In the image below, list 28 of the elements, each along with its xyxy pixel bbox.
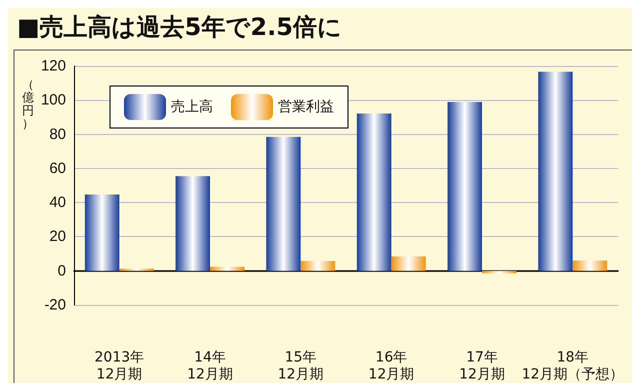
y-tick-label: 100 [40, 92, 66, 109]
x-tick-label: 2013年 12月期 [94, 350, 144, 382]
y-tick-label: 20 [49, 228, 66, 246]
bar [266, 136, 301, 271]
bar [210, 266, 244, 271]
legend-label: 営業利益 [278, 99, 334, 115]
bar [448, 102, 482, 271]
bar [356, 113, 392, 271]
x-tick-label: 16年 12月期 [368, 350, 414, 382]
bar [538, 72, 573, 271]
bar [391, 256, 426, 271]
y-tick-label: 60 [49, 160, 66, 177]
bar [84, 194, 120, 271]
y-tick-label: 120 [40, 58, 66, 74]
x-tick-label: 14年 12月期 [187, 350, 233, 382]
bar [300, 260, 336, 271]
legend-label: 売上高 [171, 99, 213, 115]
bar [176, 176, 210, 271]
x-tick-label: 17年 12月期 [459, 350, 505, 382]
x-tick-label: 18年 12月期（予想） [522, 350, 624, 382]
bar [572, 260, 608, 271]
x-tick-label: 15年 12月期 [278, 350, 324, 382]
y-tick-label: 0 [58, 262, 66, 280]
y-axis-title: （億円） [22, 78, 34, 130]
y-tick-label: 80 [49, 126, 66, 143]
chart-title: ■売上高は過去5年で2.5倍に [17, 13, 342, 41]
y-tick-label: 40 [49, 194, 66, 212]
y-tick-label: -20 [44, 296, 66, 314]
